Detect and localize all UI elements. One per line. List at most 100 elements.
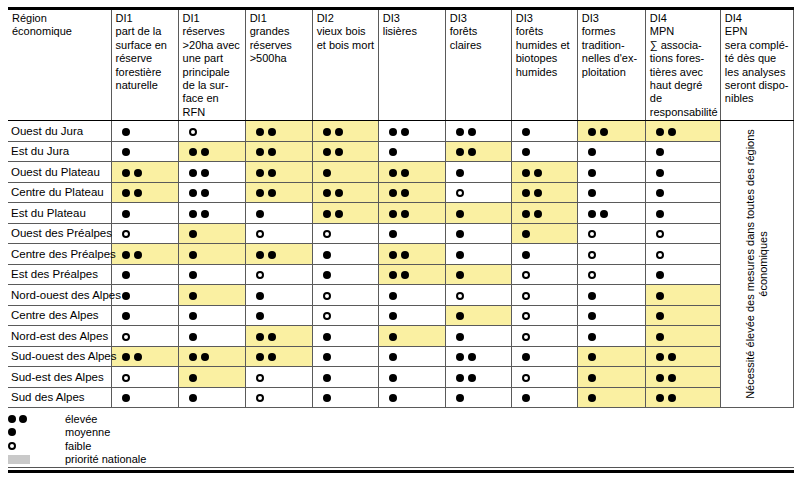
rating-high-icon xyxy=(401,189,409,197)
rating-high-icon xyxy=(389,189,397,197)
matrix-cell xyxy=(645,346,720,367)
rating-medium-icon xyxy=(656,148,664,156)
rating-high-icon xyxy=(389,271,397,279)
region-cell: Centre des Préalpes xyxy=(8,244,111,265)
matrix-cell xyxy=(111,141,178,162)
rating-medium-icon xyxy=(189,333,197,341)
matrix-cell xyxy=(445,367,511,388)
table-row: Nord-est des Alpes xyxy=(8,326,794,347)
priority-matrix-table: RégionéconomiqueDI1part de lasurface enr… xyxy=(8,7,794,408)
matrix-cell xyxy=(577,141,645,162)
table-row: Sud-ouest des Alpes xyxy=(8,346,794,367)
matrix-cell xyxy=(111,367,178,388)
rating-high-icon xyxy=(534,210,542,218)
rating-high-icon xyxy=(401,271,409,279)
matrix-cell xyxy=(312,182,378,203)
rating-high-icon xyxy=(656,128,664,136)
rating-medium-icon xyxy=(189,271,197,279)
region-cell: Centre du Plateau xyxy=(8,182,111,203)
table-row: Est du Plateau xyxy=(8,203,794,224)
rating-medium-icon xyxy=(189,230,197,238)
rating-low-icon xyxy=(656,251,664,259)
rating-high-icon xyxy=(256,128,264,136)
rating-low-icon xyxy=(122,230,130,238)
rating-high-icon xyxy=(588,128,596,136)
region-column-header: Régionéconomique xyxy=(8,10,111,121)
matrix-cell xyxy=(511,346,577,367)
table-row: Est du Jura xyxy=(8,141,794,162)
header-line: lisières xyxy=(383,25,442,38)
header-line: économique xyxy=(12,25,108,38)
rating-medium-icon xyxy=(588,353,596,361)
rating-medium-icon xyxy=(522,148,530,156)
matrix-cell xyxy=(111,121,178,142)
matrix-cell xyxy=(312,346,378,367)
region-cell: Est du Jura xyxy=(8,141,111,162)
rating-high-icon xyxy=(401,128,409,136)
header-line: surface en xyxy=(116,39,175,52)
matrix-cell xyxy=(378,326,445,347)
matrix-cell xyxy=(245,121,312,142)
rating-high-icon xyxy=(534,189,542,197)
legend-label: élevée xyxy=(65,413,794,425)
rating-low-icon xyxy=(522,271,530,279)
legend-item-high: élevée xyxy=(8,412,794,426)
matrix-cell xyxy=(178,203,245,224)
header-line: vieux bois xyxy=(317,25,375,38)
epn-note-line: Nécessité élevée des mesures dans toutes… xyxy=(744,120,757,408)
matrix-cell xyxy=(645,162,720,183)
table-row: Est des Préalpes xyxy=(8,264,794,285)
epn-note-line: économiques xyxy=(757,120,770,408)
matrix-cell xyxy=(645,367,720,388)
header-line: forestière xyxy=(116,66,175,79)
di-label: DI3 xyxy=(582,12,642,25)
national-priority-swatch-icon xyxy=(8,455,65,464)
rating-high-icon xyxy=(468,353,476,361)
header-line: réserves xyxy=(183,25,242,38)
region-cell: Nord-est des Alpes xyxy=(8,326,111,347)
rating-high-icon xyxy=(656,394,664,402)
rating-high-icon xyxy=(323,128,331,136)
matrix-cell xyxy=(378,264,445,285)
matrix-cell xyxy=(111,244,178,265)
rating-medium-icon xyxy=(323,374,331,382)
rating-medium-icon xyxy=(122,271,130,279)
rating-medium-icon xyxy=(189,292,197,300)
table-row: Centre du Plateau xyxy=(8,182,794,203)
rating-medium-icon xyxy=(122,292,130,300)
rating-high-icon xyxy=(656,353,664,361)
header-line: responsabilité xyxy=(650,106,717,119)
rating-high-icon xyxy=(600,210,608,218)
rating-high-icon xyxy=(134,189,142,197)
rating-high-icon xyxy=(401,169,409,177)
rating-high-icon xyxy=(335,189,343,197)
matrix-cell xyxy=(245,264,312,285)
rating-medium-icon xyxy=(256,312,264,320)
rating-high-icon xyxy=(588,210,596,218)
matrix-cell xyxy=(445,141,511,162)
rating-high-icon xyxy=(456,148,464,156)
rating-high-icon xyxy=(389,210,397,218)
rating-medium-icon xyxy=(323,394,331,402)
matrix-cell xyxy=(111,264,178,285)
header-line: de la sur- xyxy=(183,79,242,92)
di-label: DI1 xyxy=(116,12,175,25)
header-line: MPN xyxy=(650,25,717,38)
matrix-cell xyxy=(645,264,720,285)
rating-high-icon xyxy=(323,189,331,197)
matrix-cell xyxy=(178,326,245,347)
matrix-cell xyxy=(511,162,577,183)
table-row: Ouest du Plateau xyxy=(8,162,794,183)
rating-medium-icon xyxy=(122,148,130,156)
matrix-cell xyxy=(178,264,245,285)
table-row: Sud des Alpes xyxy=(8,387,794,408)
matrix-cell xyxy=(312,367,378,388)
rating-high-icon xyxy=(335,210,343,218)
table-row: Ouest des Préalpes xyxy=(8,223,794,244)
header-line: les analyses xyxy=(725,66,790,79)
rating-high-icon xyxy=(256,189,264,197)
header-line: naturelle xyxy=(116,79,175,92)
matrix-cell xyxy=(445,223,511,244)
matrix-cell xyxy=(312,203,378,224)
rating-medium-icon xyxy=(122,394,130,402)
